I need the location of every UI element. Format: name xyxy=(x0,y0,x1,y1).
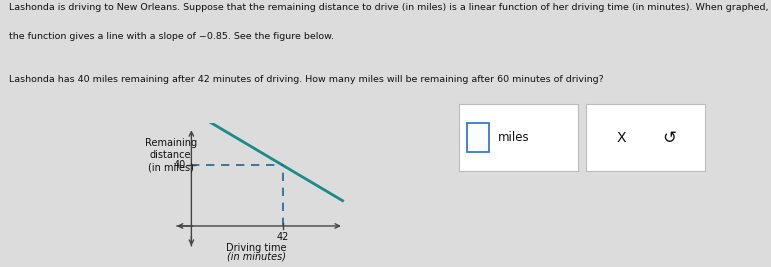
Text: Remaining: Remaining xyxy=(145,138,197,148)
Text: the function gives a line with a slope of −0.85. See the figure below.: the function gives a line with a slope o… xyxy=(9,32,335,41)
Text: Lashonda is driving to New Orleans. Suppose that the remaining distance to drive: Lashonda is driving to New Orleans. Supp… xyxy=(9,3,769,12)
Text: distance: distance xyxy=(150,150,191,160)
Text: miles: miles xyxy=(498,131,530,144)
Text: 42: 42 xyxy=(277,232,289,242)
Text: 40: 40 xyxy=(173,160,186,170)
Text: (in minutes): (in minutes) xyxy=(227,252,286,262)
Text: X: X xyxy=(617,131,627,144)
Text: ↺: ↺ xyxy=(663,128,676,147)
Text: Driving time: Driving time xyxy=(227,243,287,253)
Text: Lashonda has 40 miles remaining after 42 minutes of driving. How many miles will: Lashonda has 40 miles remaining after 42… xyxy=(9,75,604,84)
Text: (in miles): (in miles) xyxy=(148,162,194,172)
FancyBboxPatch shape xyxy=(467,123,489,152)
